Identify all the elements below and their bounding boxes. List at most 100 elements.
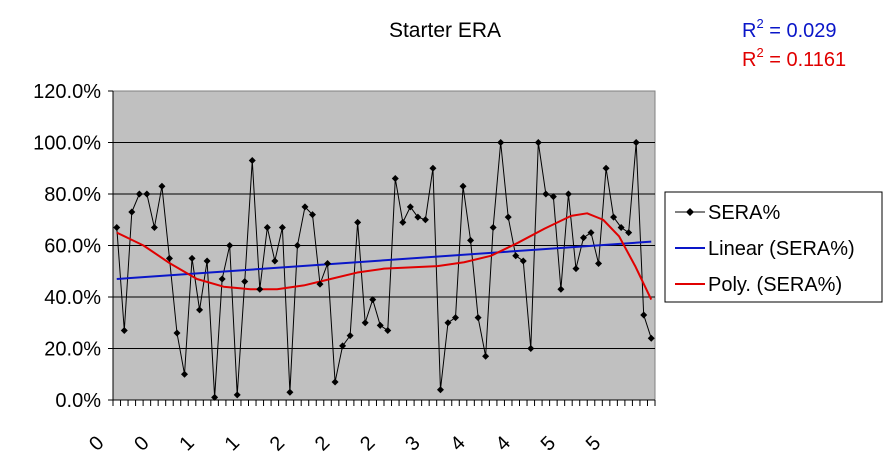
data-point: [467, 236, 475, 244]
data-point: [482, 352, 490, 360]
y-tick-label: 120.0%: [33, 81, 101, 103]
x-tick-label: 0: [85, 432, 108, 455]
data-point: [595, 260, 603, 268]
x-tick-label: 2: [311, 432, 334, 455]
y-tick-label: 100.0%: [33, 133, 101, 155]
data-point: [625, 229, 633, 237]
data-point: [241, 278, 249, 286]
data-point: [384, 326, 392, 334]
data-point: [173, 329, 181, 337]
data-point: [165, 254, 173, 262]
data-point: [181, 370, 189, 378]
data-point: [617, 223, 625, 231]
data-point: [512, 252, 520, 260]
data-point: [354, 218, 362, 226]
data-point: [211, 393, 219, 401]
y-axis-ticks: 0.0% 20.0% 40.0% 60.0% 80.0% 100.0% 120.0%: [33, 81, 655, 412]
gridlines: [113, 142, 655, 349]
data-point: [226, 242, 234, 249]
data-point: [361, 319, 369, 327]
data-point: [324, 260, 332, 268]
y-tick-label: 60.0%: [44, 236, 101, 258]
series-sera-line: [116, 142, 652, 398]
data-point: [256, 285, 264, 293]
data-point: [128, 208, 136, 216]
data-point: [519, 257, 527, 265]
data-point: [248, 157, 256, 165]
data-point: [534, 139, 542, 146]
r2-poly-value: = 0.1161: [764, 49, 846, 71]
r2-poly-annotation: R2 = 0.1161: [742, 45, 846, 71]
data-point: [331, 378, 339, 386]
r2-linear-label: R: [742, 20, 756, 42]
data-point: [339, 342, 347, 350]
legend-poly-label: Poly. (SERA%): [708, 274, 842, 296]
data-point: [579, 234, 587, 242]
x-tick-label: 0: [130, 432, 153, 455]
data-point: [399, 218, 407, 226]
data-point: [587, 229, 595, 237]
data-point: [263, 223, 271, 231]
data-point: [414, 213, 422, 221]
data-point: [158, 182, 166, 190]
data-point: [376, 321, 384, 329]
x-tick-label: 5: [537, 432, 560, 455]
data-point: [150, 223, 158, 231]
data-point: [572, 265, 580, 273]
data-point: [632, 139, 640, 146]
data-point: [369, 296, 377, 304]
data-point: [301, 203, 309, 211]
data-point: [203, 257, 211, 265]
r2-linear-annotation: R2 = 0.029: [742, 16, 837, 42]
data-point: [135, 190, 143, 198]
data-point: [640, 311, 648, 319]
y-tick-label: 20.0%: [44, 339, 101, 361]
data-point: [278, 223, 286, 231]
legend-sera-marker-icon: [686, 208, 694, 216]
legend-linear-label: Linear (SERA%): [708, 238, 855, 260]
data-point: [527, 345, 535, 352]
x-tick-label: 2: [356, 432, 379, 455]
data-point: [647, 334, 655, 342]
data-point: [497, 139, 505, 146]
data-point: [271, 257, 279, 265]
data-point: [542, 190, 550, 198]
data-point: [452, 314, 460, 322]
data-point: [557, 285, 565, 293]
data-point: [474, 314, 482, 322]
series-poly-trend: [116, 212, 653, 301]
data-point: [549, 193, 557, 201]
data-point: [610, 213, 618, 221]
y-tick-label: 80.0%: [44, 184, 101, 206]
r2-linear-value: = 0.029: [764, 20, 837, 42]
data-point: [143, 190, 151, 198]
data-point: [406, 203, 414, 211]
data-point: [293, 242, 301, 249]
data-point: [188, 254, 196, 262]
r2-poly-sup: 2: [756, 45, 763, 60]
data-point: [602, 164, 610, 172]
x-tick-label: 4: [446, 432, 469, 455]
data-point: [316, 280, 324, 288]
x-tick-label: 1: [221, 432, 244, 455]
data-point: [459, 182, 467, 190]
data-point: [113, 223, 121, 231]
data-point: [429, 164, 437, 172]
data-point: [391, 175, 399, 183]
data-point: [346, 332, 354, 340]
r2-linear-sup: 2: [756, 16, 763, 31]
data-point: [308, 211, 316, 219]
data-point: [286, 388, 294, 396]
x-tick-label: 5: [582, 432, 605, 455]
data-point: [218, 275, 226, 283]
data-point: [120, 326, 128, 334]
data-point: [421, 216, 429, 224]
r2-poly-label: R: [742, 49, 756, 71]
y-tick-label: 40.0%: [44, 287, 101, 309]
data-point: [444, 319, 452, 327]
chart-title: Starter ERA: [389, 19, 501, 42]
x-tick-label: 2: [266, 432, 289, 455]
